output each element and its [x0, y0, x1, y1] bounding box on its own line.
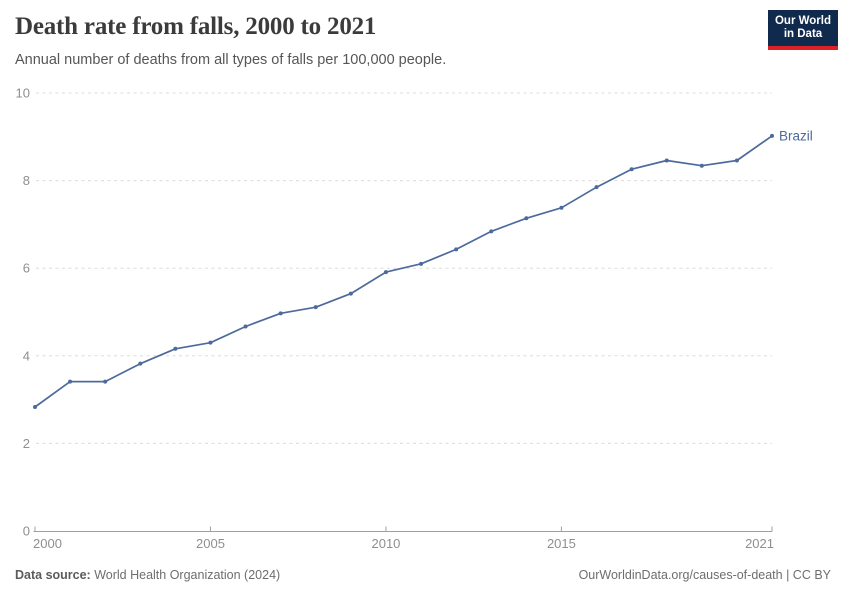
data-point-brazil-2010[interactable]: [383, 270, 388, 275]
data-point-brazil-2018[interactable]: [664, 158, 669, 163]
owid-citation-link[interactable]: OurWorldinData.org/causes-of-death | CC …: [578, 568, 831, 582]
data-point-brazil-2006[interactable]: [243, 324, 248, 329]
x-tick-label-2000: 2000: [33, 536, 62, 551]
data-point-brazil-2012[interactable]: [454, 247, 459, 252]
data-source-value: World Health Organization (2024): [90, 568, 281, 582]
line-series-brazil[interactable]: [34, 135, 773, 408]
data-point-brazil-2008[interactable]: [313, 305, 318, 310]
y-tick-label-6: 6: [23, 261, 30, 276]
owid-logo-line2: in Data: [783, 28, 823, 40]
data-source: Data source: World Health Organization (…: [15, 568, 280, 582]
chart-subtitle: Annual number of deaths from all types o…: [15, 52, 447, 68]
data-point-brazil-2015[interactable]: [559, 205, 564, 210]
data-point-brazil-2001[interactable]: [68, 379, 73, 384]
data-point-brazil-2009[interactable]: [348, 291, 353, 296]
data-point-brazil-2014[interactable]: [524, 216, 529, 221]
x-tick-label-2010: 2010: [371, 536, 400, 551]
x-tick-label-2021: 2021: [745, 536, 774, 551]
data-point-brazil-2019[interactable]: [699, 163, 704, 168]
data-point-brazil-2004[interactable]: [173, 346, 178, 351]
data-point-brazil-2021[interactable]: [770, 133, 774, 138]
y-tick-label-2: 2: [23, 436, 30, 451]
data-point-brazil-2011[interactable]: [419, 261, 424, 266]
data-point-brazil-2013[interactable]: [489, 229, 494, 234]
page-title: Death rate from falls, 2000 to 2021: [15, 13, 377, 40]
data-point-brazil-2017[interactable]: [629, 167, 634, 172]
x-tick-label-2015: 2015: [547, 536, 576, 551]
x-tick-label-2005: 2005: [196, 536, 225, 551]
data-point-brazil-2020[interactable]: [734, 158, 739, 163]
entity-label-brazil[interactable]: Brazil: [779, 128, 813, 143]
data-point-brazil-2000[interactable]: [33, 405, 37, 410]
y-tick-label-10: 10: [16, 86, 30, 101]
owid-logo[interactable]: Our World in Data: [768, 10, 838, 50]
owid-logo-line1: Our World: [774, 14, 831, 27]
data-point-brazil-2007[interactable]: [278, 311, 283, 316]
data-point-brazil-2002[interactable]: [103, 379, 108, 384]
y-tick-label-4: 4: [23, 348, 30, 363]
data-point-brazil-2003[interactable]: [138, 361, 143, 366]
y-tick-label-8: 8: [23, 173, 30, 188]
y-tick-label-0: 0: [23, 524, 30, 539]
data-source-label: Data source:: [15, 568, 91, 582]
chart-footer: Data source: World Health Organization (…: [15, 568, 831, 582]
data-point-brazil-2016[interactable]: [594, 185, 599, 190]
data-point-brazil-2005[interactable]: [208, 340, 213, 345]
